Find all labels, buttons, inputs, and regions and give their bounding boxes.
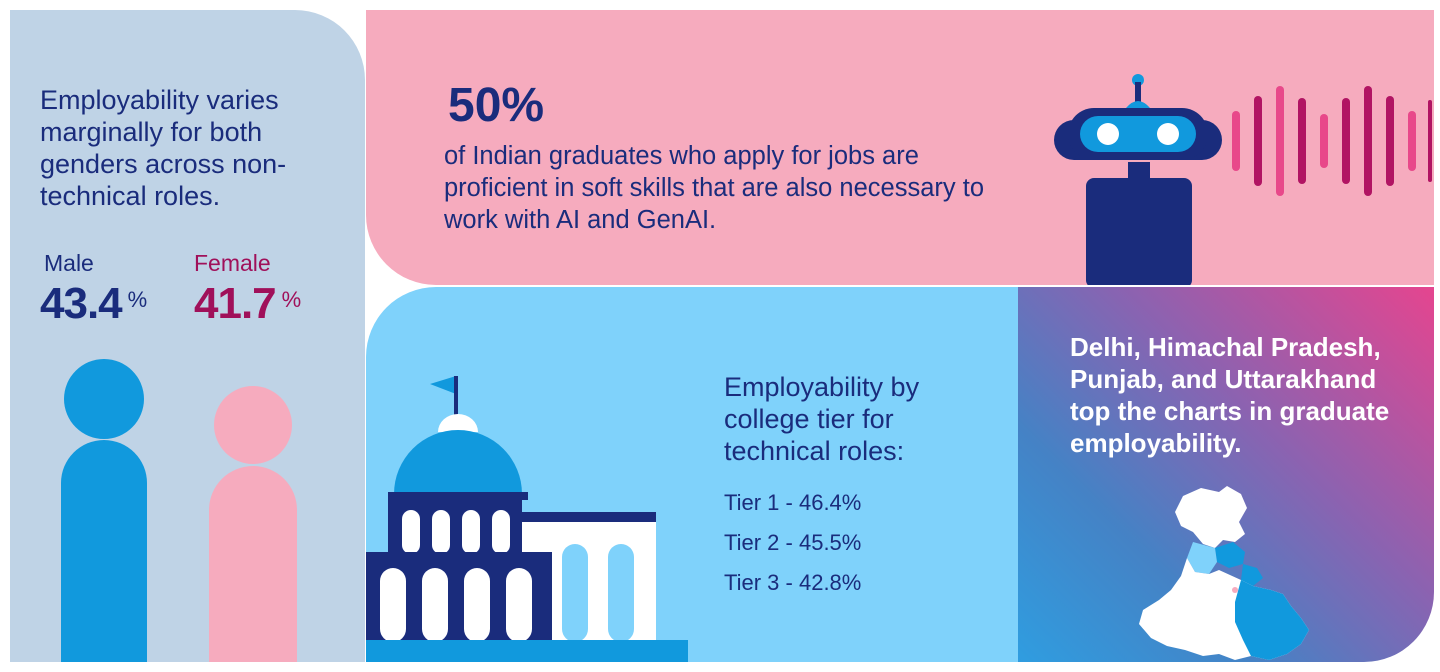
male-value: 43.4 — [40, 279, 123, 328]
tier-1-stat: Tier 1 - 46.4% — [724, 490, 862, 515]
female-value: 41.7 — [194, 279, 277, 328]
tier-3-stat: Tier 3 - 42.8% — [724, 570, 862, 595]
female-label: Female — [194, 250, 271, 276]
top-states-panel: Delhi, Himachal Pradesh, Punjab, and Utt… — [1018, 287, 1434, 662]
male-unit: % — [127, 287, 148, 312]
top-states-message: Delhi, Himachal Pradesh, Punjab, and Utt… — [1070, 332, 1390, 458]
india-map-icon — [1139, 486, 1309, 660]
ai-skills-panel: 50% of Indian graduates who apply for jo… — [366, 10, 1434, 285]
male-label: Male — [44, 250, 94, 276]
ai-description: of Indian graduates who apply for jobs a… — [444, 142, 984, 234]
tier-title: Employability by college tier for techni… — [724, 372, 920, 466]
male-percentage: 43.4% — [40, 280, 147, 328]
robot-icon — [1054, 74, 1222, 285]
college-building-icon — [366, 376, 688, 662]
college-tier-panel: Employability by college tier for techni… — [366, 287, 1018, 662]
tier-2-stat: Tier 2 - 45.5% — [724, 530, 862, 555]
female-unit: % — [281, 287, 302, 312]
gender-headline: Employability varies marginally for both… — [40, 85, 287, 211]
female-percentage: 41.7% — [194, 280, 301, 328]
ai-stat: 50% — [448, 79, 545, 132]
sound-wave-icon — [1232, 86, 1432, 196]
gender-employability-panel: Employability varies marginally for both… — [10, 10, 365, 662]
